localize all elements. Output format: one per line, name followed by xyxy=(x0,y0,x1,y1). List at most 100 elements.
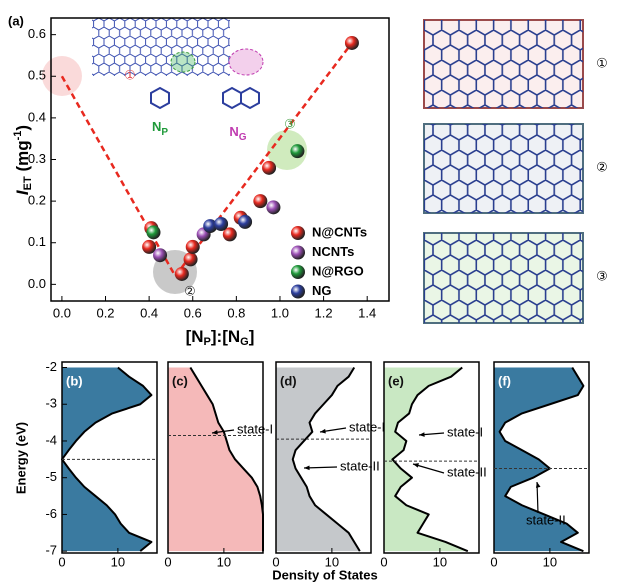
panel-label: (f) xyxy=(498,373,511,388)
panel-label: (b) xyxy=(66,373,83,388)
y-tick-label: 0.4 xyxy=(28,109,46,124)
annotation: ③ xyxy=(284,118,296,133)
x-tick-label: 0 xyxy=(380,554,387,569)
y-label-part: (mg xyxy=(13,140,32,176)
panel-label: (a) xyxy=(8,13,24,28)
inset-label: NG xyxy=(229,124,246,142)
panel-frame xyxy=(275,361,372,554)
x-tick-label: 0 xyxy=(164,554,171,569)
side-panels: ① ② ③ xyxy=(423,19,608,324)
y-axis-label: IET (mg-1) xyxy=(12,125,34,195)
y-tick-label: 0.2 xyxy=(28,193,46,208)
y-tick-label: -3 xyxy=(45,396,57,411)
inset xyxy=(92,18,264,110)
pyridine-icon xyxy=(150,86,170,110)
dos-area xyxy=(168,367,263,552)
point xyxy=(290,144,305,159)
x-tick-label: 10 xyxy=(543,554,557,569)
inset-label-main: N xyxy=(229,124,238,139)
side-label: ① xyxy=(596,57,608,72)
x-tick-label: 0 xyxy=(490,554,497,569)
highlight xyxy=(267,130,307,170)
legend-marker xyxy=(291,245,305,260)
inset-label-sub: P xyxy=(161,127,168,138)
y-tick-label: 0.1 xyxy=(28,234,46,249)
y-tick-label: -6 xyxy=(45,506,57,521)
x-label-part: [N xyxy=(186,327,204,346)
arrow-head xyxy=(413,463,419,468)
x-tick-label: 0 xyxy=(272,554,279,569)
arrow-head xyxy=(320,428,326,434)
x-tick-label: 10 xyxy=(325,554,339,569)
panel-frame xyxy=(493,361,590,554)
dos-area xyxy=(62,367,152,552)
highlight xyxy=(42,56,82,96)
annotation: state-I xyxy=(349,419,385,434)
legend-marker xyxy=(291,226,305,240)
point xyxy=(253,194,268,209)
legend-marker xyxy=(291,284,305,299)
point xyxy=(238,214,253,229)
y-axis-label: Energy (eV) xyxy=(13,422,28,494)
point xyxy=(153,248,168,263)
y-label-part: I xyxy=(13,189,32,195)
y-tick-label: -4 xyxy=(45,432,57,447)
point xyxy=(222,227,237,242)
point xyxy=(142,239,157,254)
point xyxy=(203,219,218,234)
panel-frame xyxy=(167,361,264,554)
legend-label: NCNTs xyxy=(312,244,354,259)
graphene-lattice xyxy=(424,233,583,323)
panel-label: (c) xyxy=(172,373,188,388)
arrow-head xyxy=(535,482,541,488)
x-tick-label: 1.0 xyxy=(271,305,289,320)
y-tick-label: -7 xyxy=(45,543,57,558)
legend-label: NG xyxy=(312,283,332,298)
x-tick-label: 0.4 xyxy=(140,305,158,320)
y-tick-label: 0.0 xyxy=(28,276,46,291)
graphene-lattice xyxy=(424,124,583,213)
point xyxy=(183,252,198,267)
dos-line xyxy=(291,366,361,552)
dos-area xyxy=(384,367,468,552)
y-tick-label: -5 xyxy=(45,469,57,484)
inset-label-sub: G xyxy=(239,132,247,143)
arrow-head xyxy=(419,432,425,437)
x-tick-label: 0.6 xyxy=(184,305,202,320)
annotation: state-I xyxy=(237,421,273,436)
panel-frame xyxy=(61,361,158,554)
inset-label-main: N xyxy=(152,119,161,134)
point xyxy=(174,266,189,281)
y-tick-label: -2 xyxy=(45,359,57,374)
x-tick-label: 1.2 xyxy=(315,305,333,320)
x-tick-label: 0.8 xyxy=(227,305,245,320)
legend-marker xyxy=(291,265,305,279)
x-label-part: G xyxy=(240,336,249,348)
y-label-part: -1 xyxy=(12,131,24,141)
x-tick-label: 10 xyxy=(433,554,447,569)
inset-highlight xyxy=(228,48,264,76)
inset-label: NP xyxy=(152,119,168,137)
x-axis-label: Density of States xyxy=(272,567,377,582)
y-tick-label: 0.6 xyxy=(28,26,46,41)
annotation: state-I xyxy=(447,424,483,439)
dos-area xyxy=(276,367,360,552)
point xyxy=(185,239,200,254)
side-label: ② xyxy=(596,161,608,176)
x-tick-label: 1.4 xyxy=(358,305,376,320)
annotation: state-II xyxy=(340,458,380,473)
x-tick-label: 0.0 xyxy=(53,305,71,320)
panel-label: (e) xyxy=(388,373,404,388)
annotation: ① xyxy=(124,69,136,84)
graphitic-n-icon xyxy=(222,86,260,110)
side-label: ③ xyxy=(596,270,608,285)
y-tick-label: 0.5 xyxy=(28,68,46,83)
point xyxy=(262,160,277,175)
x-tick-label: 10 xyxy=(217,554,231,569)
x-tick-label: 0.2 xyxy=(96,305,114,320)
y-tick-label: 0.3 xyxy=(28,151,46,166)
legend-label: N@RGO xyxy=(312,263,364,278)
legend-label: N@CNTs xyxy=(312,224,367,239)
arrow-head xyxy=(212,430,218,435)
